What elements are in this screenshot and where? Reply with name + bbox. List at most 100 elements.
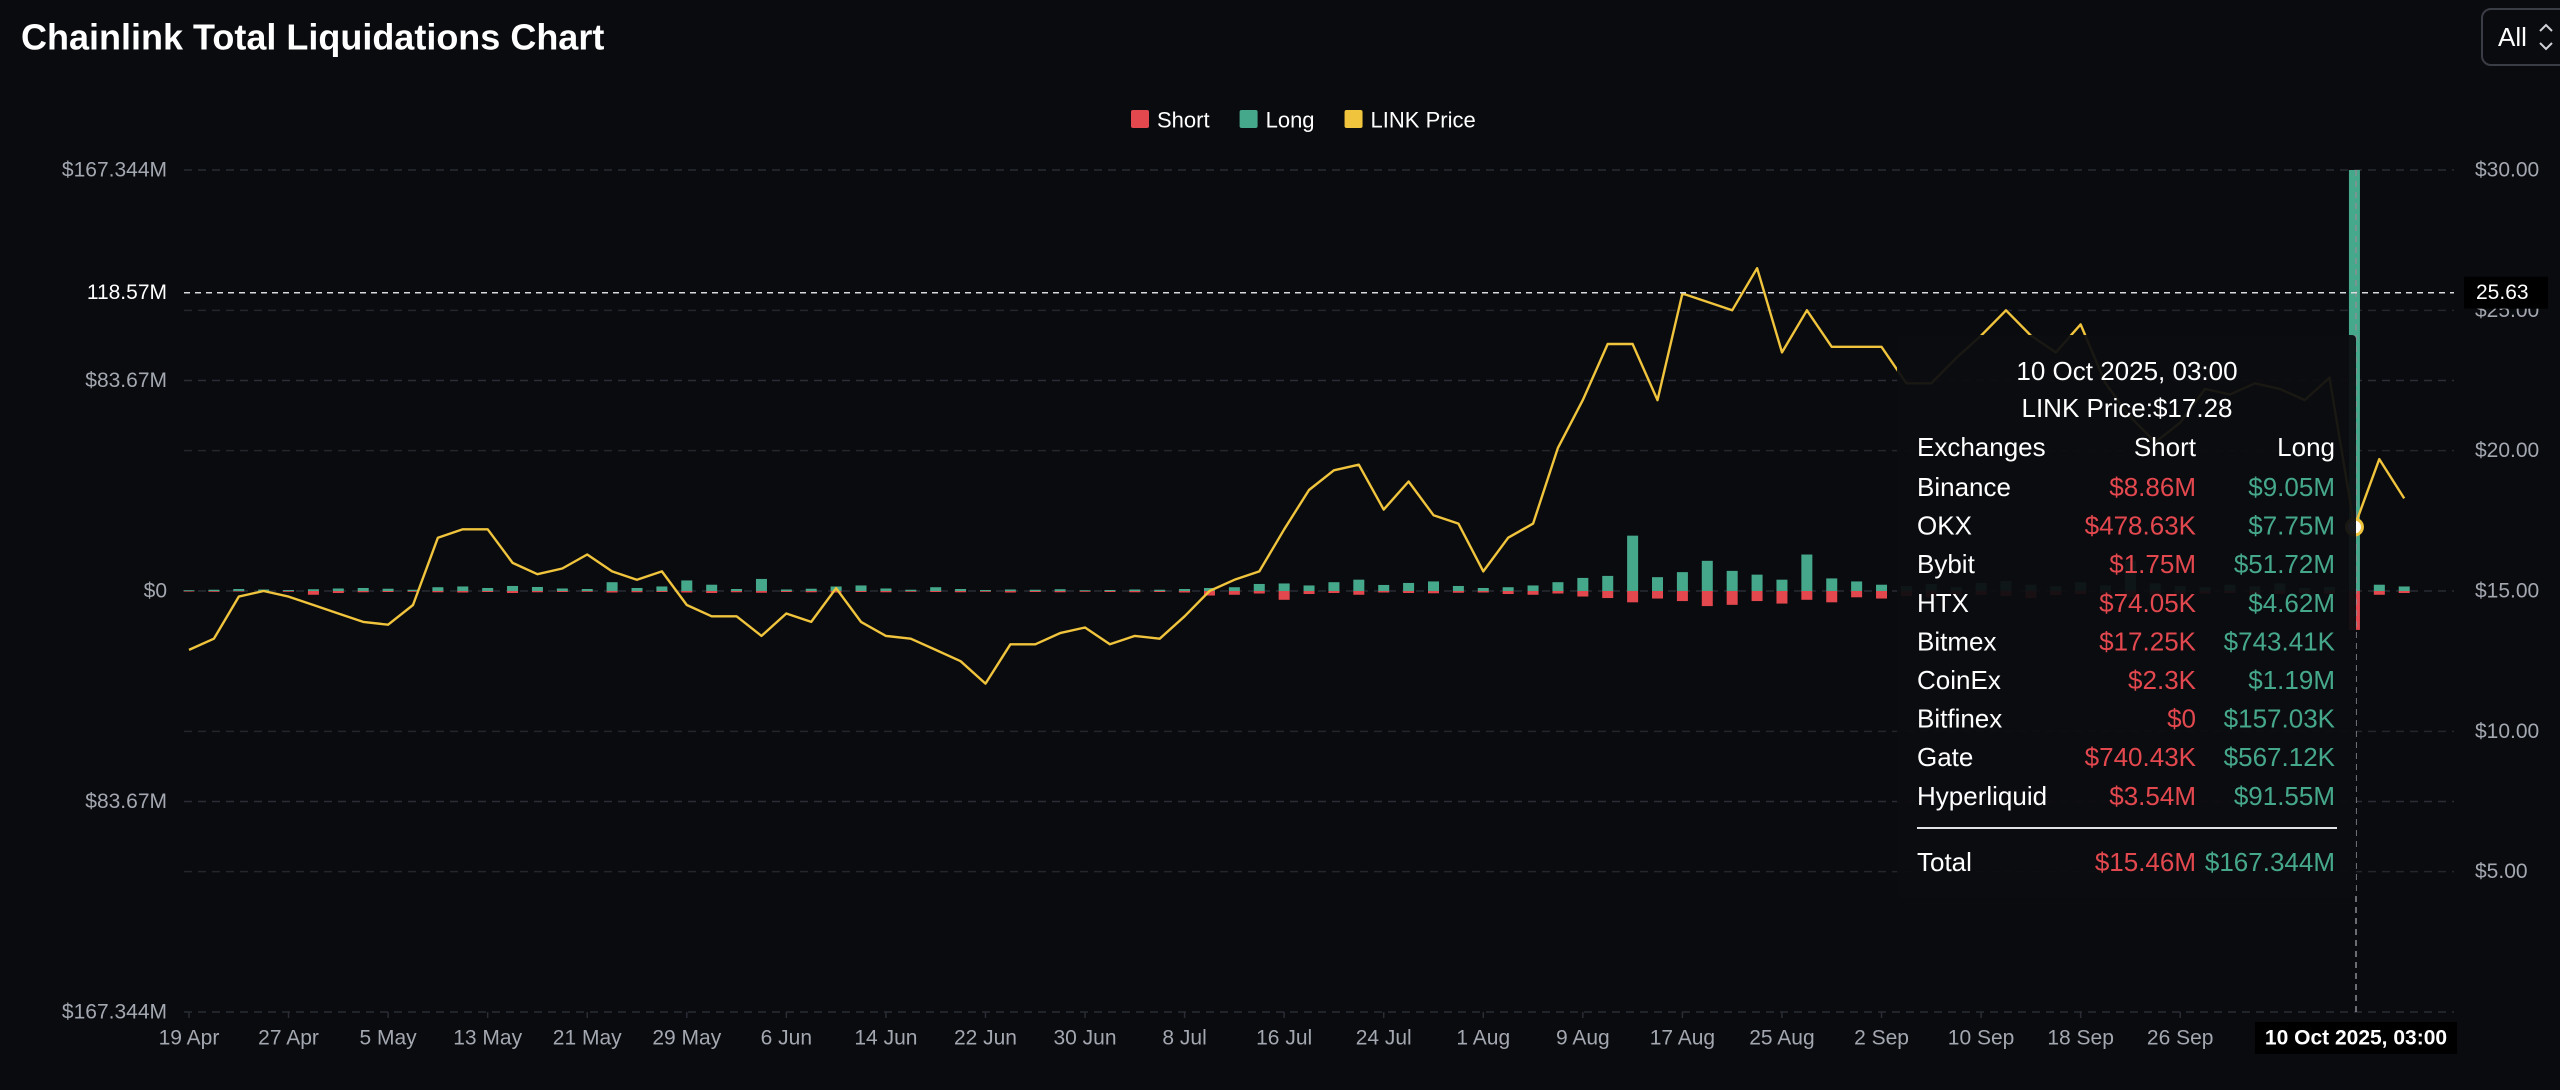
- tooltip-row-long: $9.05M: [2248, 472, 2335, 502]
- crosshair-y-label: 118.57M: [87, 281, 167, 304]
- legend-swatch: [1344, 110, 1363, 128]
- bar: [432, 591, 444, 593]
- bar: [556, 588, 568, 591]
- bar: [631, 591, 643, 593]
- tooltip-title: 10 Oct 2025, 03:00: [2016, 356, 2237, 386]
- bar: [1452, 585, 1464, 591]
- bar: [1353, 579, 1365, 591]
- bar: [606, 582, 618, 591]
- bar: [307, 589, 319, 591]
- bar: [731, 588, 743, 591]
- bar: [1676, 572, 1688, 591]
- tooltip-row-label: Bybit: [1917, 549, 1976, 579]
- tooltip-row-label: HTX: [1917, 588, 1969, 618]
- bar: [482, 587, 494, 591]
- bar: [1652, 591, 1664, 599]
- tooltip-row-long: $91.55M: [2234, 781, 2335, 811]
- bar: [1851, 581, 1863, 591]
- bar: [1203, 587, 1215, 591]
- tooltip-total-long: $167.344M: [2205, 847, 2335, 877]
- bar: [183, 590, 195, 591]
- bar: [407, 589, 419, 591]
- bar: [1602, 591, 1614, 599]
- tooltip-row-short: $74.05K: [2099, 588, 2197, 618]
- legend-swatch: [1239, 110, 1258, 128]
- bar: [1228, 591, 1240, 595]
- x-tick-label: 22 Jun: [954, 1027, 1017, 1050]
- tooltip-row-short: $740.43K: [2085, 742, 2197, 772]
- bar: [1876, 584, 1888, 591]
- tooltip-row-long: $743.41K: [2224, 626, 2336, 656]
- bar: [1477, 591, 1489, 593]
- range-select-box[interactable]: [2481, 8, 2560, 66]
- bar: [357, 591, 369, 593]
- bar: [930, 587, 942, 591]
- bar: [1303, 585, 1315, 591]
- bar: [581, 588, 593, 591]
- bar: [1328, 582, 1340, 591]
- bar: [1477, 587, 1489, 591]
- bar: [1627, 535, 1639, 591]
- bar: [1502, 591, 1514, 595]
- bar: [955, 591, 967, 593]
- tooltip-row-long: $157.03K: [2224, 704, 2336, 734]
- bar: [706, 591, 718, 594]
- x-tick-label: 25 Aug: [1749, 1027, 1814, 1050]
- bar: [1154, 589, 1166, 591]
- bar: [1378, 584, 1390, 591]
- tooltip-row-label: Bitfinex: [1917, 704, 2002, 734]
- bar: [556, 591, 568, 593]
- bar: [805, 588, 817, 591]
- bar: [830, 591, 842, 593]
- bar: [2398, 591, 2410, 594]
- bar: [1751, 591, 1763, 602]
- x-tick-label: 14 Jun: [854, 1027, 917, 1050]
- tooltip-box: [1897, 335, 2356, 898]
- bar: [1378, 591, 1390, 593]
- tooltip-row-short: $2.3K: [2128, 665, 2197, 695]
- legend-swatch: [1131, 110, 1149, 128]
- bar: [880, 591, 892, 593]
- bar: [1552, 591, 1564, 594]
- bar: [1876, 591, 1888, 599]
- bar: [855, 585, 867, 591]
- y-tick-label: $83.67M: [85, 369, 167, 392]
- bar: [656, 591, 668, 593]
- range-select-chevron[interactable]: [2539, 23, 2553, 51]
- bar: [507, 591, 519, 594]
- bar: [731, 591, 743, 593]
- x-tick-label: 16 Jul: [1256, 1027, 1312, 1050]
- tooltip-header-long: Long: [2277, 432, 2335, 462]
- bar: [1627, 591, 1639, 603]
- x-tick-label: 5 May: [360, 1027, 418, 1050]
- tooltip-total-short: $15.46M: [2095, 847, 2196, 877]
- bar: [1751, 574, 1763, 591]
- tooltip: 10 Oct 2025, 03:00 LINK Price:$17.28 Excha…: [1897, 335, 2356, 898]
- bar: [1353, 591, 1365, 595]
- bar: [1203, 591, 1215, 596]
- range-select-label[interactable]: All: [2498, 22, 2527, 52]
- bar: [1278, 583, 1290, 591]
- bar: [332, 588, 344, 591]
- bar: [1427, 591, 1439, 594]
- bar: [930, 591, 942, 593]
- x-tick-label: 30 Jun: [1053, 1027, 1116, 1050]
- bar: [880, 588, 892, 591]
- bar: [507, 585, 519, 591]
- bar: [1403, 582, 1415, 591]
- bar: [706, 584, 718, 591]
- bar: [382, 588, 394, 591]
- tooltip-row-label: Bitmex: [1917, 626, 1996, 656]
- bar: [805, 591, 817, 593]
- crosshair-y2-box: [2464, 276, 2548, 309]
- y-tick-label: $167.344M: [62, 1001, 167, 1024]
- bar: [457, 586, 469, 591]
- bar: [656, 586, 668, 591]
- bar: [1004, 589, 1016, 591]
- y-tick-label: $167.344M: [62, 159, 167, 182]
- bar: [979, 589, 991, 591]
- bar: [283, 591, 295, 592]
- bar: [482, 591, 494, 593]
